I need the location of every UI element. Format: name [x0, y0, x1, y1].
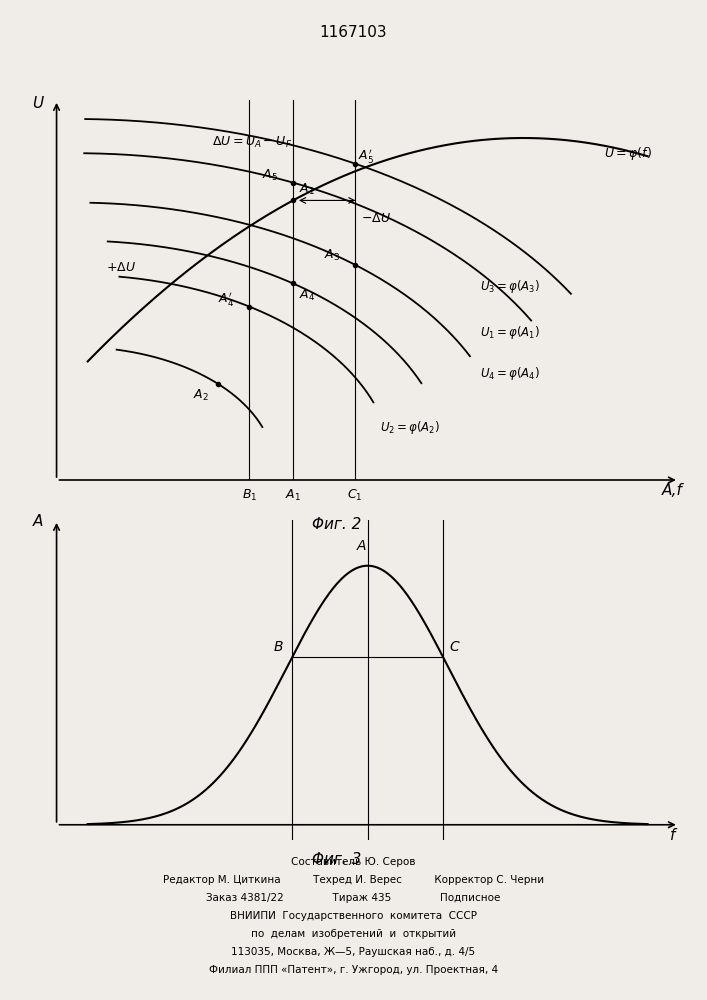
Text: $B_1$: $B_1$ — [242, 488, 257, 503]
Text: ВНИИПИ  Государственного  комитета  СССР: ВНИИПИ Государственного комитета СССР — [230, 911, 477, 921]
Text: Составитель Ю. Серов: Составитель Ю. Серов — [291, 857, 416, 867]
Text: 113035, Москва, Ж—5, Раушская наб., д. 4/5: 113035, Москва, Ж—5, Раушская наб., д. 4… — [231, 947, 476, 957]
Text: $A_4'$: $A_4'$ — [218, 290, 235, 308]
Text: $U_4=\varphi(A_4)$: $U_4=\varphi(A_4)$ — [479, 365, 540, 382]
Text: $A_1$: $A_1$ — [285, 488, 301, 503]
Text: $A_5$: $A_5$ — [262, 168, 278, 183]
Text: $U_1=\varphi(A_1)$: $U_1=\varphi(A_1)$ — [479, 324, 540, 341]
Text: $U_2=\varphi(A_2)$: $U_2=\varphi(A_2)$ — [380, 419, 440, 436]
Text: Заказ 4381/22               Тираж 435               Подписное: Заказ 4381/22 Тираж 435 Подписное — [206, 893, 501, 903]
Text: $A_1$: $A_1$ — [299, 182, 315, 197]
Text: Филиал ППП «Патент», г. Ужгород, ул. Проектная, 4: Филиал ППП «Патент», г. Ужгород, ул. Про… — [209, 965, 498, 975]
Text: $\Delta U = U_A - U_F$: $\Delta U = U_A - U_F$ — [212, 135, 292, 150]
Text: f: f — [670, 828, 675, 843]
Text: Φиг. 3: Φиг. 3 — [312, 852, 361, 867]
Text: $A_5'$: $A_5'$ — [358, 147, 375, 165]
Text: A: A — [356, 539, 366, 553]
Text: U: U — [33, 96, 43, 111]
Text: $A_2$: $A_2$ — [194, 388, 209, 403]
Text: $-\Delta U$: $-\Delta U$ — [361, 212, 392, 225]
Text: A,f: A,f — [662, 483, 683, 498]
Text: A: A — [33, 514, 43, 529]
Text: $+\Delta U$: $+\Delta U$ — [106, 261, 136, 274]
Text: $U=\varphi(f)$: $U=\varphi(f)$ — [604, 145, 652, 162]
Text: $C_1$: $C_1$ — [347, 488, 363, 503]
Text: Φиг. 2: Φиг. 2 — [312, 517, 361, 532]
Text: C: C — [450, 640, 459, 654]
Text: B: B — [274, 640, 283, 654]
Text: Редактор М. Циткина          Техред И. Верес          Корректор С. Черни: Редактор М. Циткина Техред И. Верес Корр… — [163, 875, 544, 885]
Text: $A_3$: $A_3$ — [324, 248, 340, 263]
Text: $U_3=\varphi(A_3)$: $U_3=\varphi(A_3)$ — [479, 278, 540, 295]
Text: по  делам  изобретений  и  открытий: по делам изобретений и открытий — [251, 929, 456, 939]
Text: 1167103: 1167103 — [320, 25, 387, 40]
Text: $A_4$: $A_4$ — [299, 288, 315, 303]
